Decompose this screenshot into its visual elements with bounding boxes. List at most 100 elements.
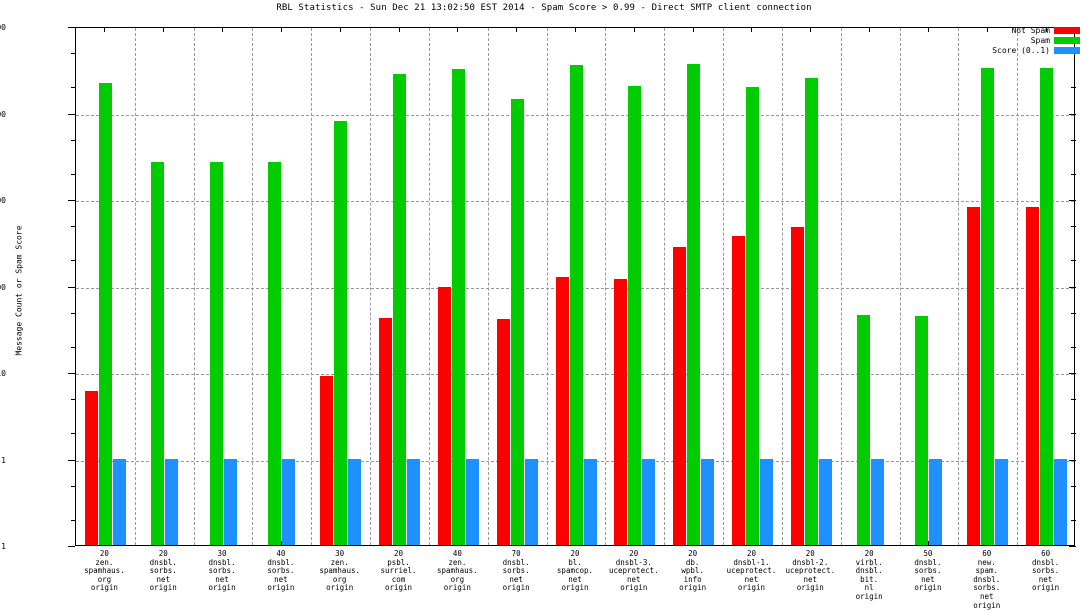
bar-score-0-1 xyxy=(995,458,1009,545)
y-tick-major xyxy=(68,459,75,461)
y-tick-label: 100000 xyxy=(0,23,6,32)
y-tick-minor-right xyxy=(1071,312,1076,314)
bar-spam xyxy=(569,65,583,545)
x-tick-label: 40 dnsbl. sorbs. net origin xyxy=(267,549,295,593)
y-tick-major-right xyxy=(1069,459,1076,461)
bar-spam xyxy=(393,73,407,545)
y-tick-minor xyxy=(71,399,75,401)
y-tick-minor xyxy=(71,139,75,141)
y-tick-minor xyxy=(71,485,75,487)
x-tick-label: 40 zen. spamhaus. org origin xyxy=(437,549,478,593)
y-tick-major-right xyxy=(1069,373,1076,374)
chart-legend: Not Spam Spam Score (0..1) xyxy=(992,26,1080,55)
y-tick-minor-right xyxy=(1071,485,1076,487)
y-tick-minor-right xyxy=(1071,87,1076,89)
y-tick-major xyxy=(68,373,75,374)
x-tick-top xyxy=(516,27,518,32)
gridline-vertical xyxy=(899,28,901,545)
bar-score-0-1 xyxy=(759,458,773,545)
y-tick-minor xyxy=(71,519,75,521)
gridline-vertical xyxy=(487,28,489,545)
y-tick-minor xyxy=(71,312,75,314)
x-tick-top xyxy=(339,27,341,32)
y-axis-title: Message Count or Spam Score xyxy=(14,225,24,356)
bar-score-0-1 xyxy=(164,458,178,545)
x-tick-bottom xyxy=(927,541,929,546)
y-tick-label: 1 xyxy=(1,455,6,465)
gridline-vertical xyxy=(723,28,725,545)
x-tick-top xyxy=(280,27,282,32)
x-tick-label: 20 dnsbl. sorbs. net origin xyxy=(149,549,177,593)
bar-score-0-1 xyxy=(112,458,126,545)
x-tick-top xyxy=(986,27,988,32)
bar-not-spam xyxy=(614,278,628,545)
x-tick-label: 30 dnsbl. sorbs. net origin xyxy=(208,549,236,593)
bar-score-0-1 xyxy=(818,458,832,545)
x-tick-bottom xyxy=(163,541,165,546)
y-tick-minor-right xyxy=(1071,260,1076,262)
y-tick-label: 100 xyxy=(0,282,6,292)
bar-not-spam xyxy=(790,227,804,545)
gridline-vertical xyxy=(840,28,842,545)
bar-score-0-1 xyxy=(929,458,943,545)
y-tick-major-right xyxy=(1069,200,1076,201)
bar-not-spam xyxy=(496,319,510,545)
x-tick-bottom xyxy=(280,541,282,546)
y-tick-label: 0.1 xyxy=(0,542,6,551)
x-tick-top xyxy=(751,27,753,32)
y-tick-minor xyxy=(71,53,75,55)
gridline-vertical xyxy=(252,28,254,545)
legend-item-spam: Spam xyxy=(1031,36,1080,45)
bar-spam xyxy=(334,120,348,545)
y-tick-minor-right xyxy=(1071,346,1076,348)
x-tick-top xyxy=(575,27,576,32)
bar-not-spam xyxy=(437,287,451,545)
gridline-vertical xyxy=(1017,28,1019,545)
y-tick-major xyxy=(68,200,75,201)
y-tick-minor xyxy=(71,226,75,228)
bar-not-spam xyxy=(379,318,393,545)
x-tick-top xyxy=(1045,27,1047,32)
bar-score-0-1 xyxy=(282,458,296,545)
bar-score-0-1 xyxy=(223,458,237,545)
gridline-vertical xyxy=(428,28,430,545)
x-tick-label: 60 dnsbl. sorbs. net origin xyxy=(1032,549,1060,593)
y-tick-minor-right xyxy=(1071,226,1076,228)
legend-swatch-not-spam xyxy=(1054,27,1080,34)
bar-score-0-1 xyxy=(870,458,884,545)
bar-spam xyxy=(510,98,524,545)
bar-spam xyxy=(209,161,223,545)
bar-score-0-1 xyxy=(583,458,597,545)
gridline-vertical xyxy=(546,28,548,545)
bar-score-0-1 xyxy=(524,458,538,545)
legend-label-score: Score (0..1) xyxy=(992,46,1050,55)
x-tick-top xyxy=(104,27,106,32)
y-tick-minor xyxy=(71,433,75,435)
y-tick-minor xyxy=(71,346,75,348)
bar-spam xyxy=(628,86,642,545)
gridline-vertical xyxy=(605,28,607,545)
chart-title: RBL Statistics - Sun Dec 21 13:02:50 EST… xyxy=(276,3,812,13)
y-tick-major xyxy=(68,546,75,547)
x-tick-top xyxy=(633,27,635,32)
y-tick-minor-right xyxy=(1071,173,1076,175)
bar-not-spam xyxy=(673,246,687,545)
y-tick-label: 1000 xyxy=(0,196,6,205)
legend-swatch-score xyxy=(1054,47,1080,54)
x-tick-top xyxy=(222,27,224,32)
x-tick-label: 30 zen. spamhaus. org origin xyxy=(319,549,360,593)
bar-score-0-1 xyxy=(407,458,421,545)
y-tick-label: 10 xyxy=(0,369,6,378)
y-tick-major xyxy=(68,113,75,115)
bar-score-0-1 xyxy=(465,458,479,545)
x-tick-label: 20 virbl. dnsbl. bit. nl origin xyxy=(855,549,883,601)
gridline-vertical xyxy=(193,28,195,545)
gridline-vertical xyxy=(781,28,783,545)
y-tick-minor-right xyxy=(1071,139,1076,141)
y-tick-major-right xyxy=(1069,286,1076,288)
bar-not-spam xyxy=(967,207,981,545)
bar-spam xyxy=(981,67,995,545)
x-tick-top xyxy=(869,27,871,32)
legend-item-not-spam: Not Spam xyxy=(1011,26,1080,35)
